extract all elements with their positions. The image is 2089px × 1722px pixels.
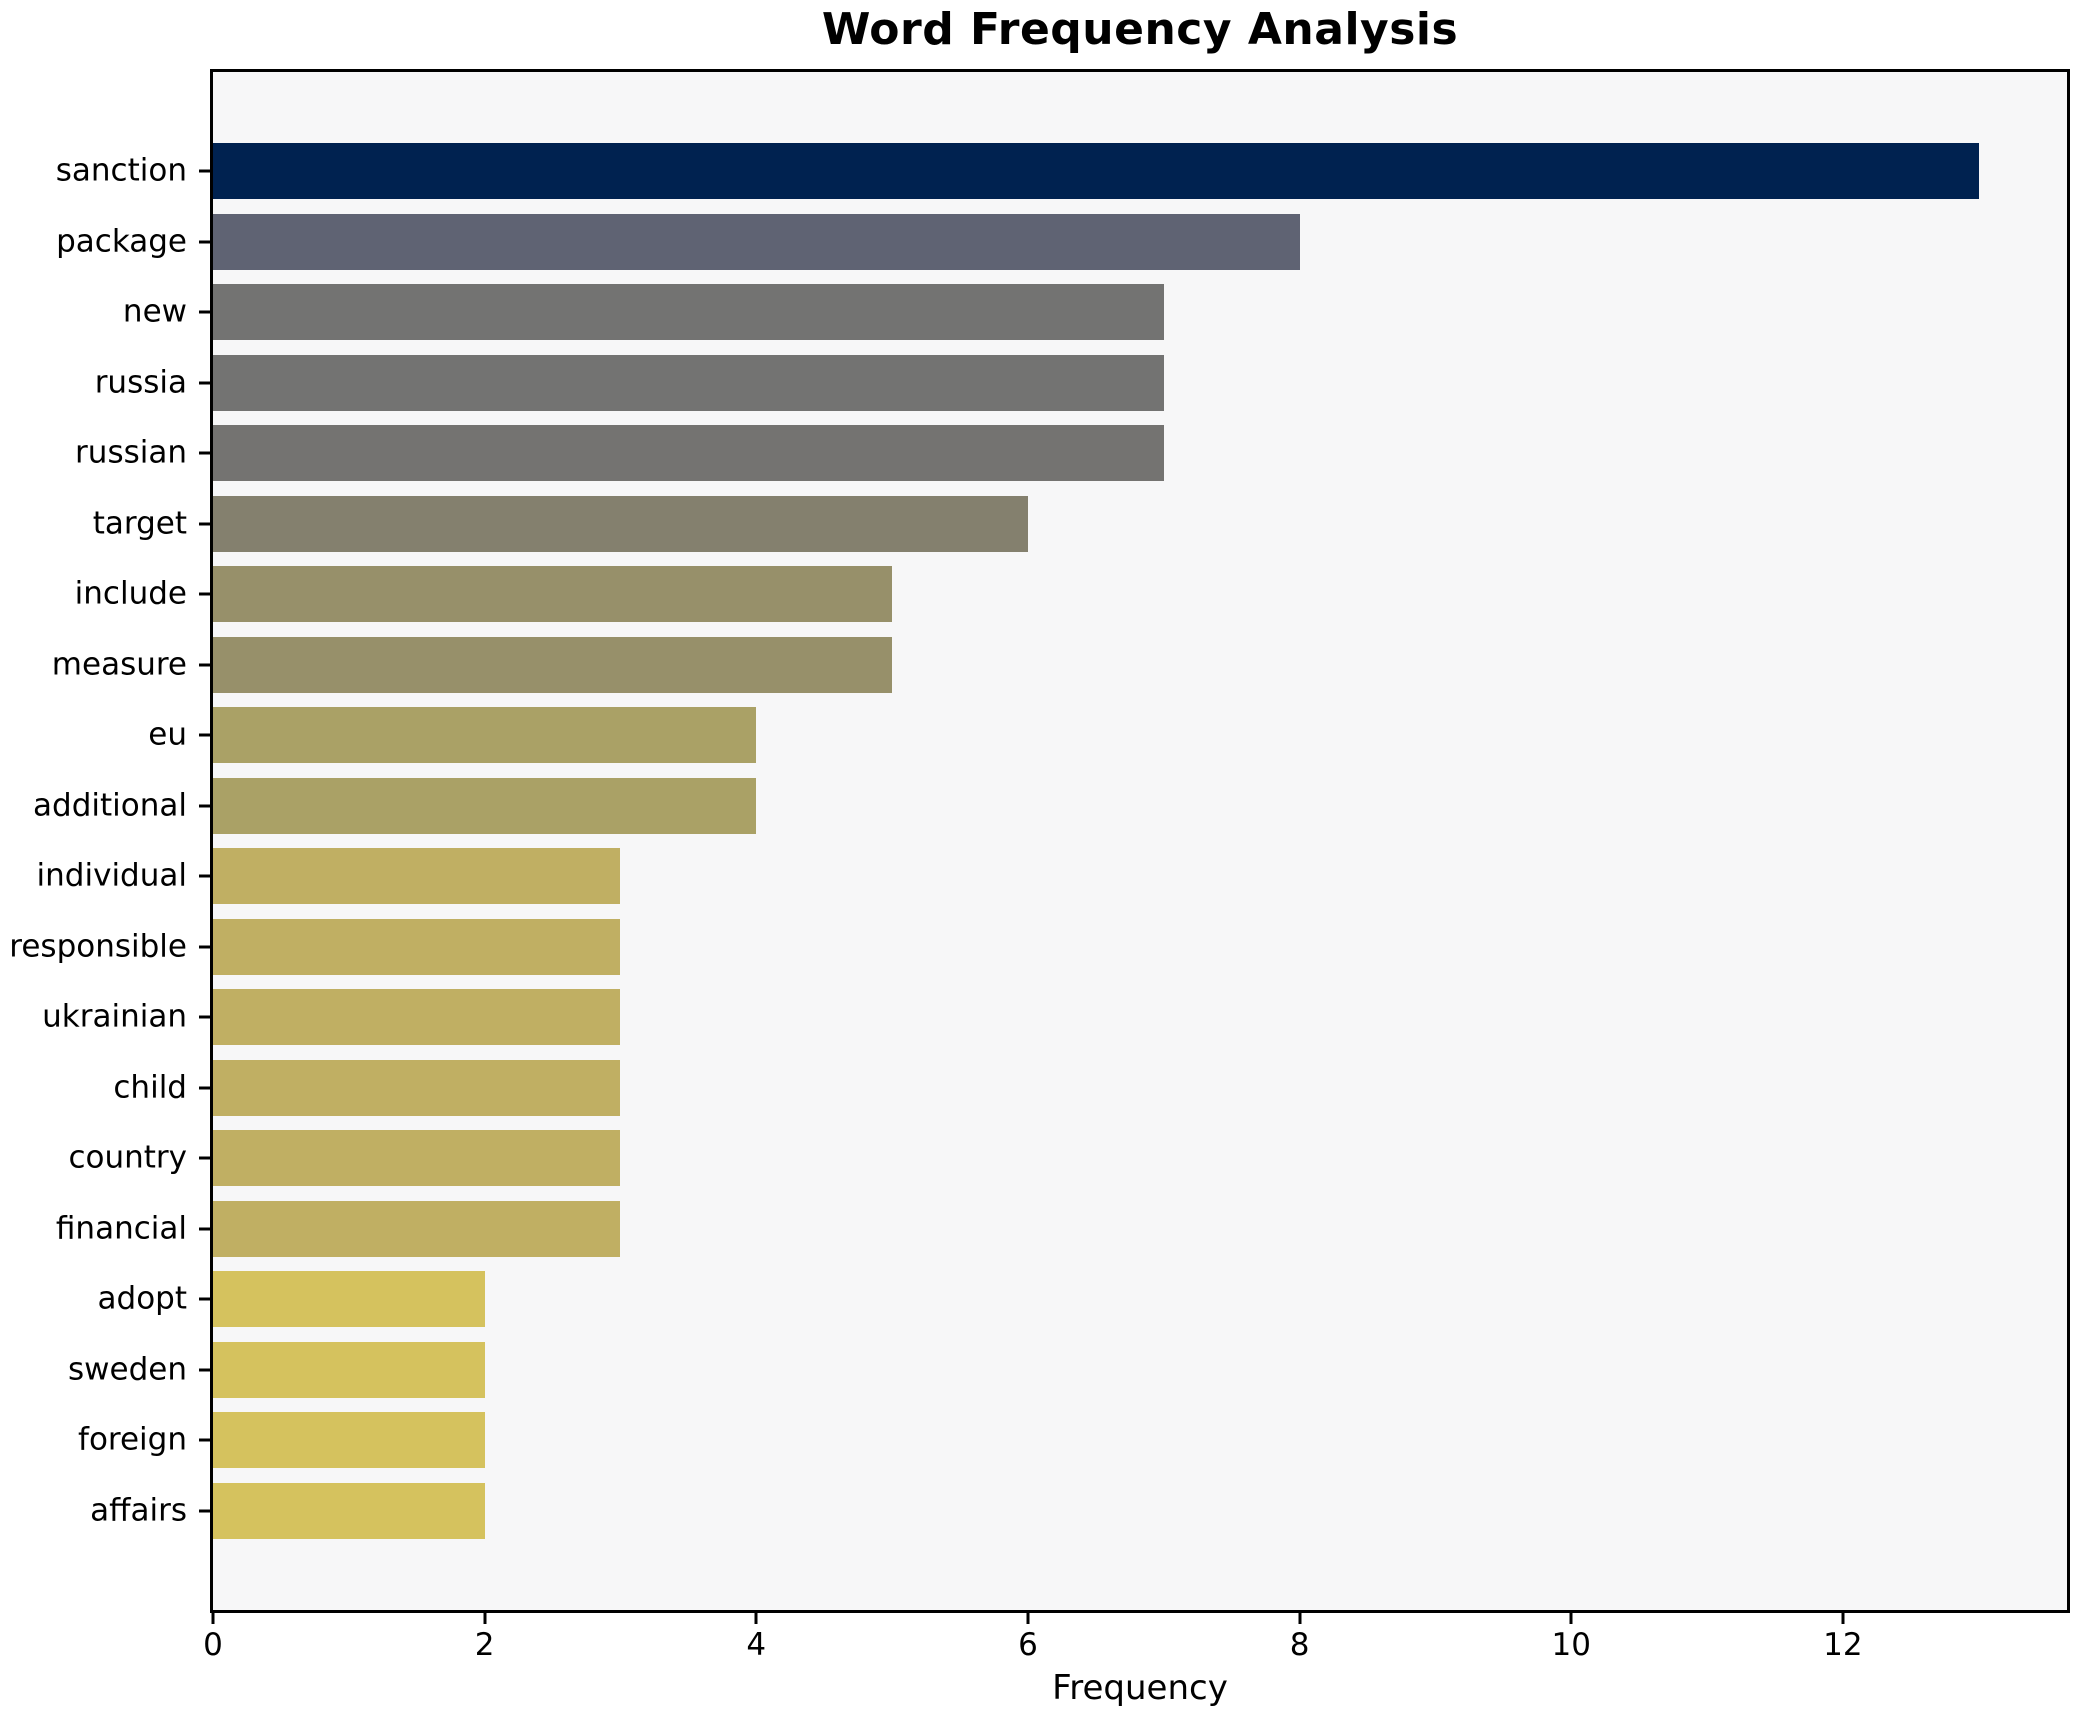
x-tick [483,1610,487,1624]
bar [213,1482,485,1539]
y-tick [199,804,213,808]
x-tick [1841,1610,1845,1624]
bar [213,1200,621,1257]
category-label: country [68,1139,187,1176]
bar [213,284,1164,341]
y-tick [199,1368,213,1372]
bar [213,425,1164,482]
bar [213,1412,485,1469]
x-tick [1298,1610,1302,1624]
y-tick [199,451,213,455]
bar-row: responsible [9,912,2067,983]
y-tick [199,1227,213,1231]
y-tick [199,1509,213,1513]
chart-title: Word Frequency Analysis [821,4,1459,55]
bar-row: measure [52,630,2067,701]
bar [213,707,757,764]
category-label: financial [55,1210,187,1247]
x-tick-label: 10 [1551,1627,1591,1663]
bar-row: additional [33,771,2067,842]
category-label: additional [33,787,187,824]
category-label: sweden [68,1351,187,1388]
bar-row: sweden [68,1335,2067,1406]
y-tick [199,522,213,526]
category-label: affairs [90,1492,187,1529]
x-tick-label: 6 [1018,1627,1038,1663]
category-label: include [74,575,187,612]
y-tick [199,1015,213,1019]
bar [213,777,757,834]
bar [213,918,621,975]
bar [213,989,621,1046]
bar-row: eu [148,700,2067,771]
category-label: adopt [97,1280,187,1317]
y-tick [199,1438,213,1442]
bar [213,1130,621,1187]
bar-row: package [56,207,2067,278]
bars-container: sanction package new russia russian target inc… [9,136,2067,1547]
x-tick-label: 2 [474,1627,495,1663]
bar-row: russian [75,418,2067,489]
bar [213,143,1979,200]
category-label: measure [51,646,187,683]
bar-row: new [123,277,2067,348]
bar [213,848,621,905]
y-tick [199,945,213,949]
y-tick [199,733,213,737]
bar [213,1059,621,1116]
y-tick [199,874,213,878]
bar-row: adopt [98,1264,2067,1335]
bar-row: financial [56,1194,2067,1265]
x-tick [1569,1610,1573,1624]
bar-row: foreign [78,1405,2067,1476]
bar-row: ukrainian [42,982,2067,1053]
bar [213,213,1300,270]
category-label: russian [75,434,187,471]
bar-row: target [93,489,2067,560]
y-tick [199,663,213,667]
category-label: target [92,505,187,542]
category-label: responsible [9,928,187,965]
category-label: foreign [78,1421,187,1458]
bar-row: individual [37,841,2067,912]
x-axis-label: Frequency [1052,1668,1228,1708]
category-label: package [56,223,187,260]
x-tick [211,1610,215,1624]
x-tick [754,1610,758,1624]
x-tick [1026,1610,1030,1624]
x-tick-label: 4 [746,1627,767,1663]
y-tick [199,240,213,244]
y-tick [199,1086,213,1090]
y-tick [199,381,213,385]
y-tick [199,1156,213,1160]
x-tick-label: 12 [1823,1627,1863,1663]
category-label: child [113,1069,187,1106]
category-label: eu [148,716,187,753]
y-tick [199,310,213,314]
bar-row: russia [95,348,2067,419]
x-tick-label: 8 [1289,1627,1310,1663]
category-label: ukrainian [42,998,187,1035]
category-label: sanction [55,152,187,189]
y-tick [199,169,213,173]
bar-row: affairs [90,1476,2067,1547]
plot-area: sanction package new russia russian target inc… [9,69,2070,1661]
bar-row: sanction [56,136,2067,207]
y-tick [199,1297,213,1301]
bar-row: country [68,1123,2067,1194]
bar [213,566,893,623]
bar [213,495,1028,552]
bar [213,1271,485,1328]
bar [213,354,1164,411]
bar [213,1341,485,1398]
category-label: russia [94,364,187,401]
bar-row: include [75,559,2067,630]
y-tick [199,592,213,596]
bar-row: child [113,1053,2067,1124]
category-label: individual [36,857,187,894]
bar [213,636,893,693]
category-label: new [122,293,187,330]
x-tick-label: 0 [203,1627,223,1663]
